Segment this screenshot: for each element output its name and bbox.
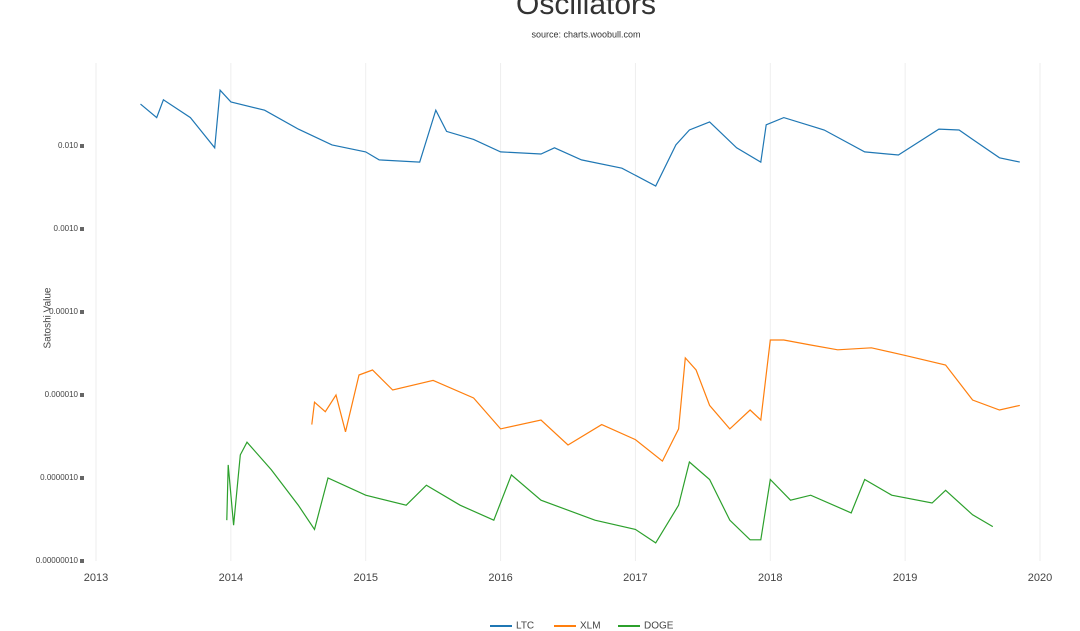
y-tick-label: 0.000010 xyxy=(45,390,79,399)
y-tick-label: 0.0000010 xyxy=(40,473,78,482)
x-tick-label: 2020 xyxy=(1028,572,1052,584)
y-tick-label: 0.00010 xyxy=(49,307,78,316)
legend-label: DOGE xyxy=(644,621,674,631)
series-line xyxy=(226,441,994,544)
y-tick-mark xyxy=(80,559,84,563)
y-tick-mark xyxy=(80,476,84,480)
x-tick-label: 2014 xyxy=(219,572,243,584)
series-line xyxy=(311,339,1020,463)
legend-label: XLM xyxy=(580,621,601,631)
x-tick-label: 2015 xyxy=(353,572,377,584)
y-tick-label: 0.010 xyxy=(58,141,79,150)
x-tick-label: 2017 xyxy=(623,572,647,584)
chart-subtitle: source: charts.woobull.com xyxy=(531,29,640,39)
x-tick-label: 2019 xyxy=(893,572,917,584)
y-tick-mark xyxy=(80,227,84,231)
y-axis-label: Satoshi Value xyxy=(43,287,54,348)
series-line xyxy=(140,88,1020,187)
x-tick-label: 2018 xyxy=(758,572,782,584)
legend-label: LTC xyxy=(516,621,534,631)
x-tick-label: 2013 xyxy=(84,572,108,584)
y-tick-label: 0.00000010 xyxy=(36,556,79,565)
y-tick-label: 0.0010 xyxy=(54,224,79,233)
y-tick-mark xyxy=(80,310,84,314)
x-tick-label: 2016 xyxy=(488,572,512,584)
chart-title: Oscillators xyxy=(516,0,656,21)
y-tick-mark xyxy=(80,393,84,397)
y-tick-mark xyxy=(80,144,84,148)
